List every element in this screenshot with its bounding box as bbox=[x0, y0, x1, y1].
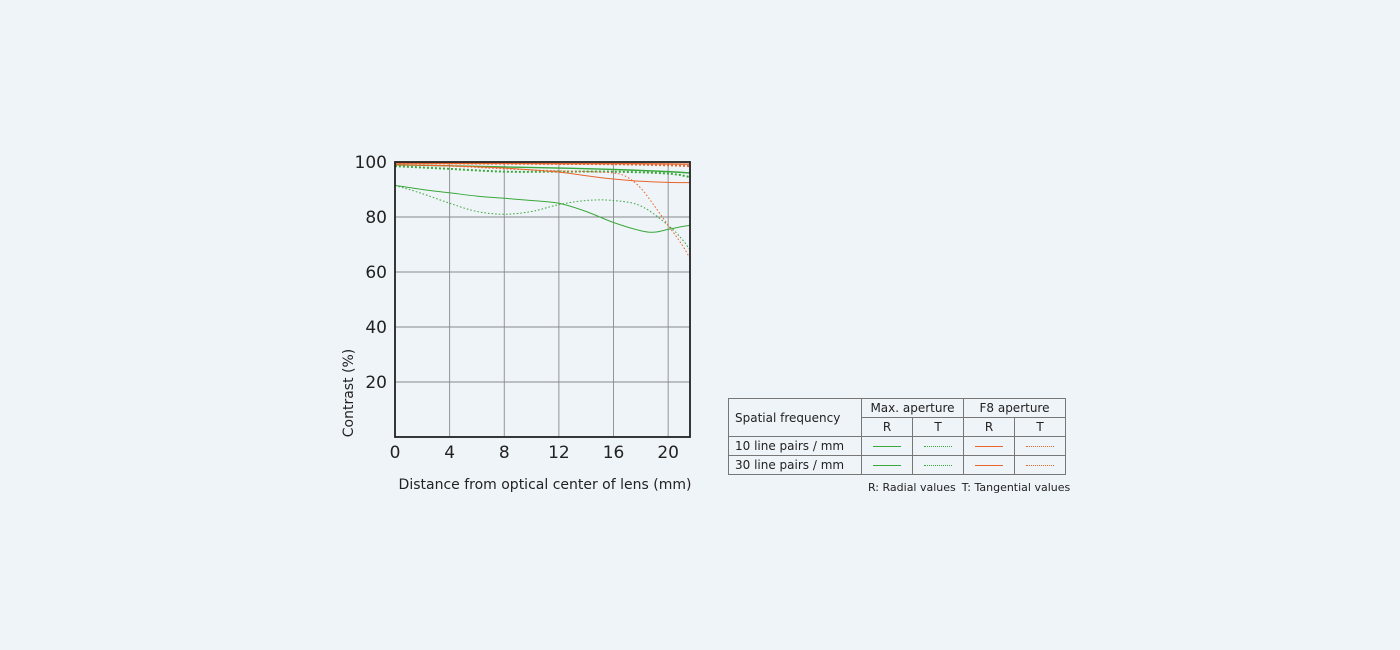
y-tick-label: 60 bbox=[365, 263, 387, 283]
legend-f8-r-header: R bbox=[963, 417, 1015, 437]
legend-f8-t-header: T bbox=[1014, 417, 1066, 437]
x-tick-label: 12 bbox=[548, 443, 570, 463]
legend-cell-f8-r-10 bbox=[963, 436, 1015, 456]
legend-cell-max-t-30 bbox=[912, 455, 964, 475]
legend-swatch-f8-r-30 bbox=[975, 465, 1003, 466]
legend-cell-f8-r-30 bbox=[963, 455, 1015, 475]
legend-row-10lp: 10 line pairs / mm bbox=[728, 436, 862, 456]
legend-cell-f8-t-10 bbox=[1014, 436, 1066, 456]
legend-swatch-max-t-10 bbox=[924, 446, 952, 447]
series-line-2 bbox=[394, 165, 691, 179]
y-tick-label: 80 bbox=[365, 208, 387, 228]
x-axis-label: Distance from optical center of lens (mm… bbox=[399, 477, 692, 493]
x-tick-label: 20 bbox=[657, 443, 679, 463]
y-tick-label: 100 bbox=[355, 153, 387, 173]
legend-cell-max-r-10 bbox=[861, 436, 913, 456]
series-line-6 bbox=[394, 184, 691, 251]
y-tick-label: 40 bbox=[365, 318, 387, 338]
y-axis-label: Contrast (%) bbox=[341, 349, 357, 438]
x-tick-label: 8 bbox=[499, 443, 510, 463]
tick-labels: 0 4 8 12 16 20 20 40 60 80 100 bbox=[355, 153, 679, 463]
legend-swatch-max-t-30 bbox=[924, 465, 952, 466]
legend-swatch-f8-t-10 bbox=[1026, 446, 1054, 447]
series-lines bbox=[394, 162, 691, 259]
legend-cell-max-r-30 bbox=[861, 455, 913, 475]
series-line-5 bbox=[394, 184, 691, 233]
legend-table: Spatial frequency Max. aperture F8 apert… bbox=[728, 398, 1066, 475]
legend-max-t-header: T bbox=[912, 417, 964, 437]
legend-swatch-max-r-10 bbox=[873, 446, 901, 447]
legend-swatch-f8-t-30 bbox=[1026, 465, 1054, 466]
legend-max-r-header: R bbox=[861, 417, 913, 437]
legend-note-tangential: T: Tangential values bbox=[961, 481, 1071, 494]
legend-swatch-f8-r-10 bbox=[975, 446, 1003, 447]
legend-note: R: Radial values T: Tangential values bbox=[868, 481, 1076, 494]
series-line-8 bbox=[394, 164, 691, 259]
x-tick-label: 16 bbox=[603, 443, 625, 463]
y-tick-label: 20 bbox=[365, 373, 387, 393]
legend-row-30lp: 30 line pairs / mm bbox=[728, 455, 862, 475]
plot-frame bbox=[394, 161, 691, 438]
series-line-3 bbox=[394, 162, 691, 165]
legend-swatch-max-r-30 bbox=[873, 465, 901, 466]
grid-lines bbox=[395, 162, 690, 437]
x-tick-label: 4 bbox=[444, 443, 455, 463]
series-line-7 bbox=[394, 164, 691, 184]
legend-note-radial: R: Radial values bbox=[868, 481, 956, 494]
series-line-4 bbox=[394, 162, 691, 168]
legend-f8-aperture-header: F8 aperture bbox=[963, 398, 1066, 418]
x-tick-label: 0 bbox=[390, 443, 401, 463]
legend-spatial-frequency-header: Spatial frequency bbox=[728, 398, 862, 437]
legend-cell-max-t-10 bbox=[912, 436, 964, 456]
legend-cell-f8-t-30 bbox=[1014, 455, 1066, 475]
legend-max-aperture-header: Max. aperture bbox=[861, 398, 964, 418]
